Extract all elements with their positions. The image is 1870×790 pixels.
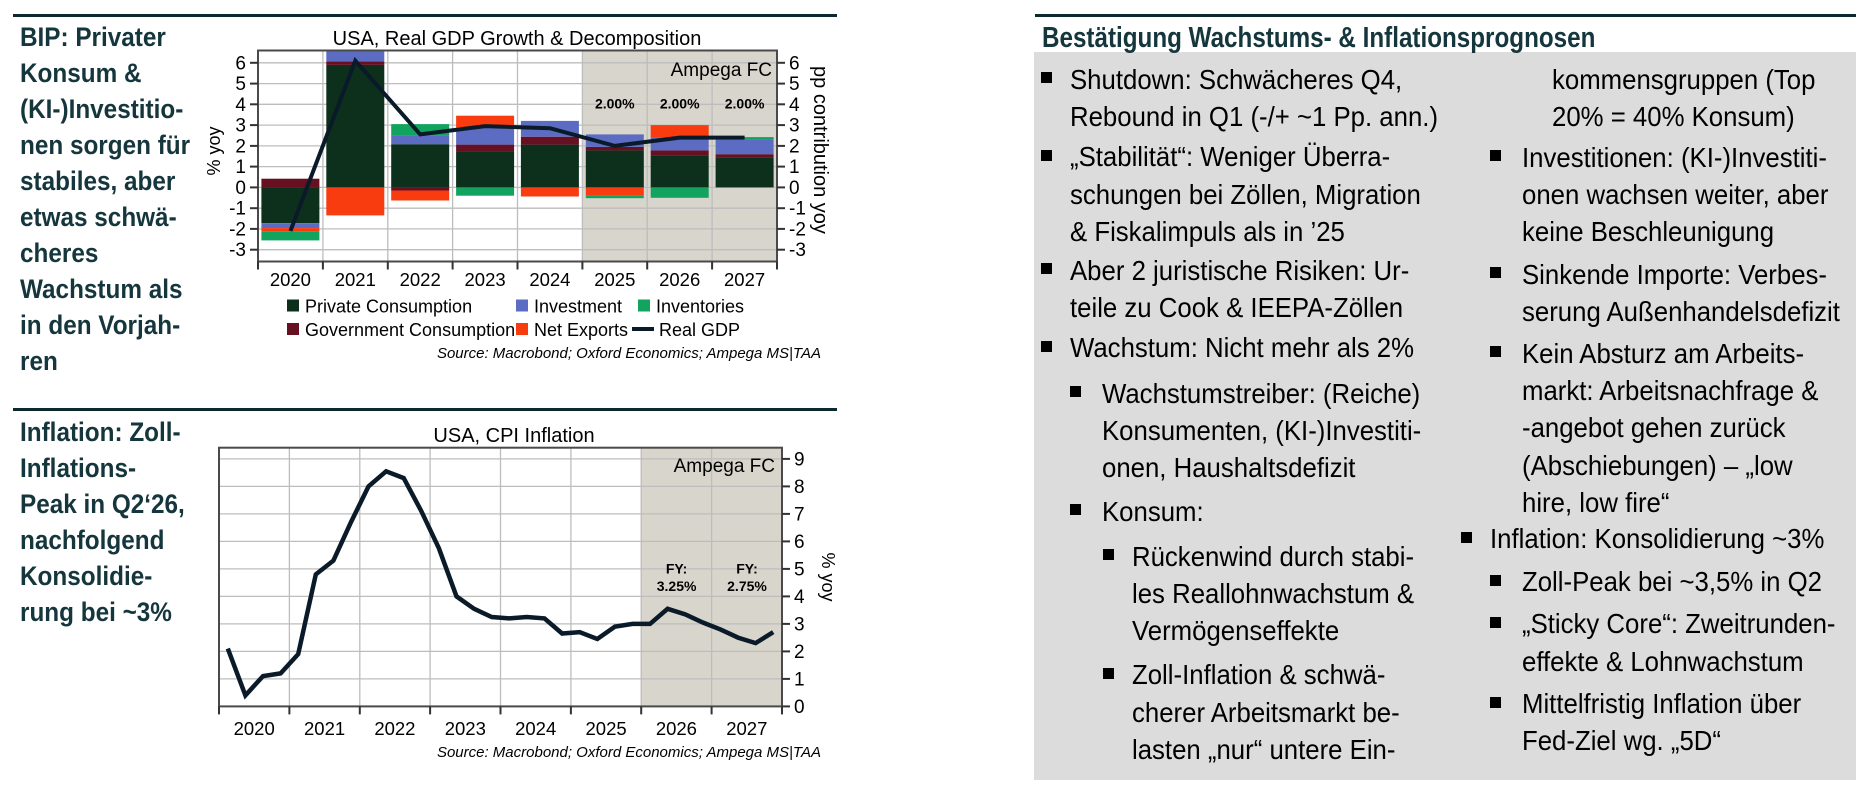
- svg-text:2024: 2024: [529, 269, 570, 290]
- svg-text:USA, Real GDP Growth & Decompo: USA, Real GDP Growth & Decomposition: [333, 28, 702, 50]
- svg-text:2.00%: 2.00%: [595, 96, 635, 112]
- svg-text:5: 5: [789, 74, 800, 95]
- svg-text:5: 5: [794, 559, 805, 580]
- svg-text:2026: 2026: [656, 718, 697, 739]
- svg-text:2: 2: [235, 136, 246, 157]
- svg-text:0: 0: [789, 178, 800, 199]
- svg-text:2021: 2021: [335, 269, 376, 290]
- svg-text:0: 0: [794, 697, 805, 718]
- svg-text:-2: -2: [789, 219, 806, 240]
- svg-text:2025: 2025: [586, 718, 627, 739]
- svg-text:-3: -3: [789, 240, 806, 261]
- svg-text:Source: Macrobond; Oxford Econ: Source: Macrobond; Oxford Economics; Amp…: [437, 345, 821, 362]
- svg-text:3.25%: 3.25%: [657, 578, 697, 594]
- svg-text:4: 4: [235, 95, 246, 116]
- svg-text:2: 2: [794, 642, 805, 663]
- svg-text:2024: 2024: [515, 718, 556, 739]
- svg-text:Investment: Investment: [534, 297, 622, 317]
- svg-text:2020: 2020: [270, 269, 311, 290]
- svg-text:4: 4: [789, 95, 800, 116]
- svg-text:2027: 2027: [726, 718, 767, 739]
- svg-text:USA, CPI Inflation: USA, CPI Inflation: [433, 425, 594, 447]
- svg-text:pp contribution yoy: pp contribution yoy: [809, 66, 831, 234]
- svg-text:7: 7: [794, 504, 805, 525]
- svg-text:Private Consumption: Private Consumption: [305, 297, 472, 317]
- svg-text:Ampega FC: Ampega FC: [674, 456, 775, 477]
- svg-text:5: 5: [235, 74, 246, 95]
- svg-text:0: 0: [235, 178, 246, 199]
- svg-text:2.00%: 2.00%: [725, 96, 765, 112]
- svg-text:3: 3: [235, 116, 246, 137]
- svg-text:FY:: FY:: [666, 561, 688, 577]
- svg-text:FY:: FY:: [736, 561, 758, 577]
- svg-text:2026: 2026: [659, 269, 700, 290]
- svg-text:Government Consumption: Government Consumption: [305, 320, 515, 340]
- svg-text:2.75%: 2.75%: [727, 578, 767, 594]
- svg-text:-3: -3: [229, 240, 246, 261]
- svg-text:1: 1: [789, 157, 800, 178]
- svg-text:3: 3: [789, 116, 800, 137]
- svg-text:2022: 2022: [374, 718, 415, 739]
- svg-text:1: 1: [235, 157, 246, 178]
- svg-text:2025: 2025: [594, 269, 635, 290]
- svg-text:2020: 2020: [234, 718, 275, 739]
- svg-text:-1: -1: [789, 199, 806, 220]
- svg-text:Inventories: Inventories: [656, 297, 744, 317]
- svg-text:Net Exports: Net Exports: [534, 320, 628, 340]
- svg-text:% yoy: % yoy: [818, 552, 838, 601]
- svg-text:-1: -1: [229, 199, 246, 220]
- svg-text:2022: 2022: [400, 269, 441, 290]
- svg-text:-2: -2: [229, 219, 246, 240]
- svg-text:6: 6: [794, 532, 805, 553]
- svg-text:2: 2: [789, 136, 800, 157]
- svg-text:2023: 2023: [445, 718, 486, 739]
- svg-text:Source: Macrobond; Oxford Econ: Source: Macrobond; Oxford Economics; Amp…: [437, 744, 821, 761]
- svg-text:8: 8: [794, 477, 805, 498]
- svg-text:Ampega FC: Ampega FC: [671, 60, 772, 81]
- svg-text:2027: 2027: [724, 269, 765, 290]
- svg-text:2.00%: 2.00%: [660, 96, 700, 112]
- svg-text:% yoy: % yoy: [204, 126, 224, 175]
- svg-text:1: 1: [794, 669, 805, 690]
- svg-text:2021: 2021: [304, 718, 345, 739]
- svg-text:6: 6: [789, 53, 800, 74]
- svg-text:3: 3: [794, 614, 805, 635]
- svg-text:6: 6: [235, 53, 246, 74]
- svg-text:9: 9: [794, 449, 805, 470]
- svg-text:Real GDP: Real GDP: [659, 320, 740, 340]
- svg-text:4: 4: [794, 587, 805, 608]
- svg-text:2023: 2023: [465, 269, 506, 290]
